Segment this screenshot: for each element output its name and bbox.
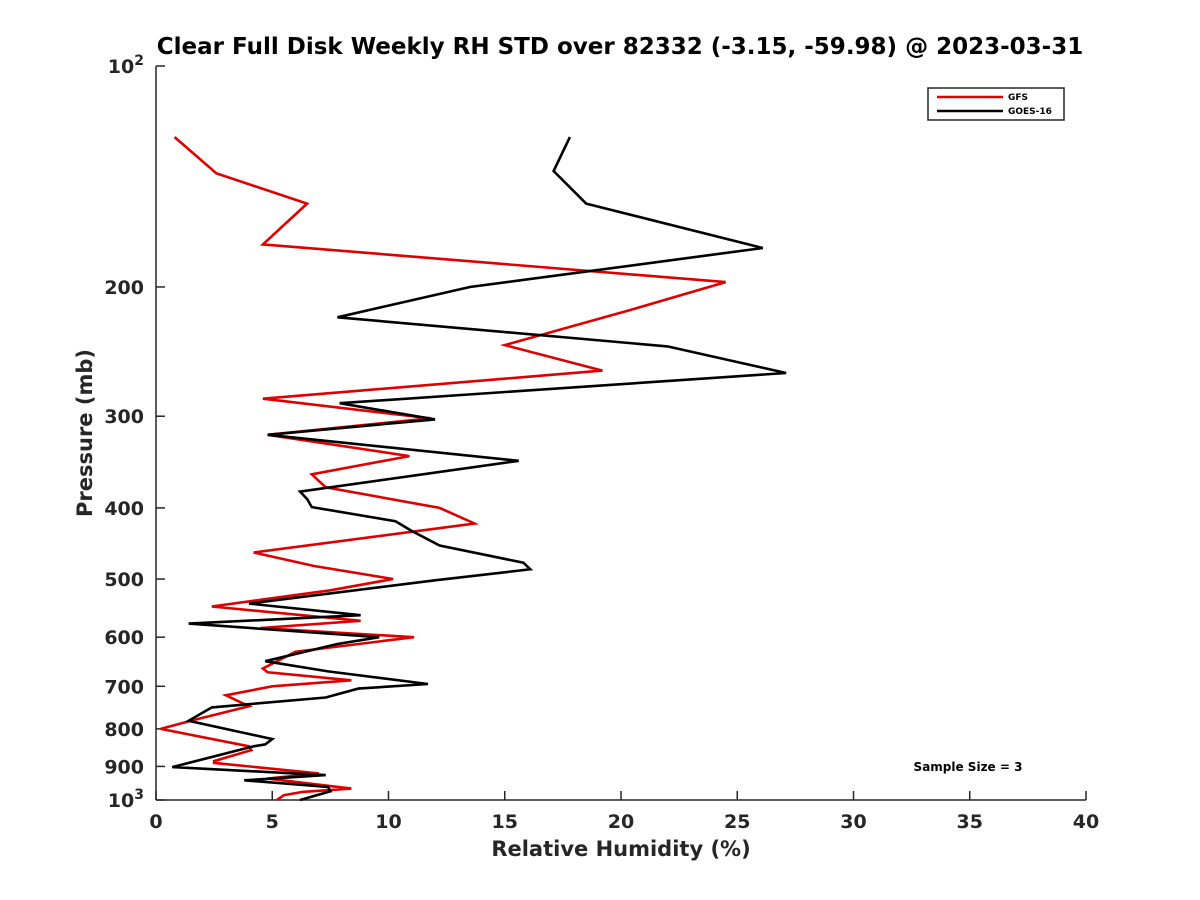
sample-size-annotation: Sample Size = 3 bbox=[914, 760, 1023, 774]
chart-title: Clear Full Disk Weekly RH STD over 82332… bbox=[157, 34, 1083, 60]
y-tick-label: 800 bbox=[104, 719, 144, 741]
y-tick-label: 300 bbox=[104, 406, 144, 428]
x-tick-label: 5 bbox=[266, 811, 279, 833]
y-tick-label-bottom: 103 bbox=[108, 787, 144, 812]
x-axis-ticks: 0 5 10 15 20 25 30 35 40 bbox=[149, 791, 1099, 833]
y-tick-label: 200 bbox=[104, 277, 144, 299]
x-tick-label: 20 bbox=[608, 811, 634, 833]
series-line-goes-16 bbox=[171, 136, 787, 802]
legend-label-gfs: GFS bbox=[1008, 93, 1028, 103]
y-axis-ticks: 200 300 400 500 600 700 800 900 102 103 bbox=[104, 53, 165, 812]
series-lines bbox=[160, 136, 787, 802]
y-tick-label: 900 bbox=[104, 756, 144, 778]
x-tick-label: 30 bbox=[840, 811, 866, 833]
x-tick-label: 0 bbox=[149, 811, 162, 833]
legend-items: GFS GOES-16 bbox=[937, 93, 1052, 117]
x-tick-label: 40 bbox=[1073, 811, 1099, 833]
y-axis-label: Pressure (mb) bbox=[73, 349, 97, 517]
x-axis-label: Relative Humidity (%) bbox=[491, 837, 750, 861]
x-tick-label: 10 bbox=[375, 811, 401, 833]
legend-label-goes-16: GOES-16 bbox=[1008, 107, 1052, 117]
x-tick-label: 15 bbox=[492, 811, 518, 833]
y-tick-label: 700 bbox=[104, 676, 144, 698]
x-tick-label: 25 bbox=[724, 811, 750, 833]
y-tick-label: 600 bbox=[104, 627, 144, 649]
y-tick-label: 400 bbox=[104, 498, 144, 520]
legend: GFS GOES-16 bbox=[927, 87, 1065, 121]
plot-area: 0 5 10 15 20 25 30 35 40 200 300 400 500 600 700 800 90… bbox=[104, 53, 1099, 833]
x-tick-label: 35 bbox=[957, 811, 983, 833]
y-tick-label: 500 bbox=[104, 569, 144, 591]
y-tick-label-top: 102 bbox=[108, 53, 144, 78]
series-line-gfs bbox=[160, 136, 726, 802]
legend-box bbox=[927, 87, 1065, 121]
